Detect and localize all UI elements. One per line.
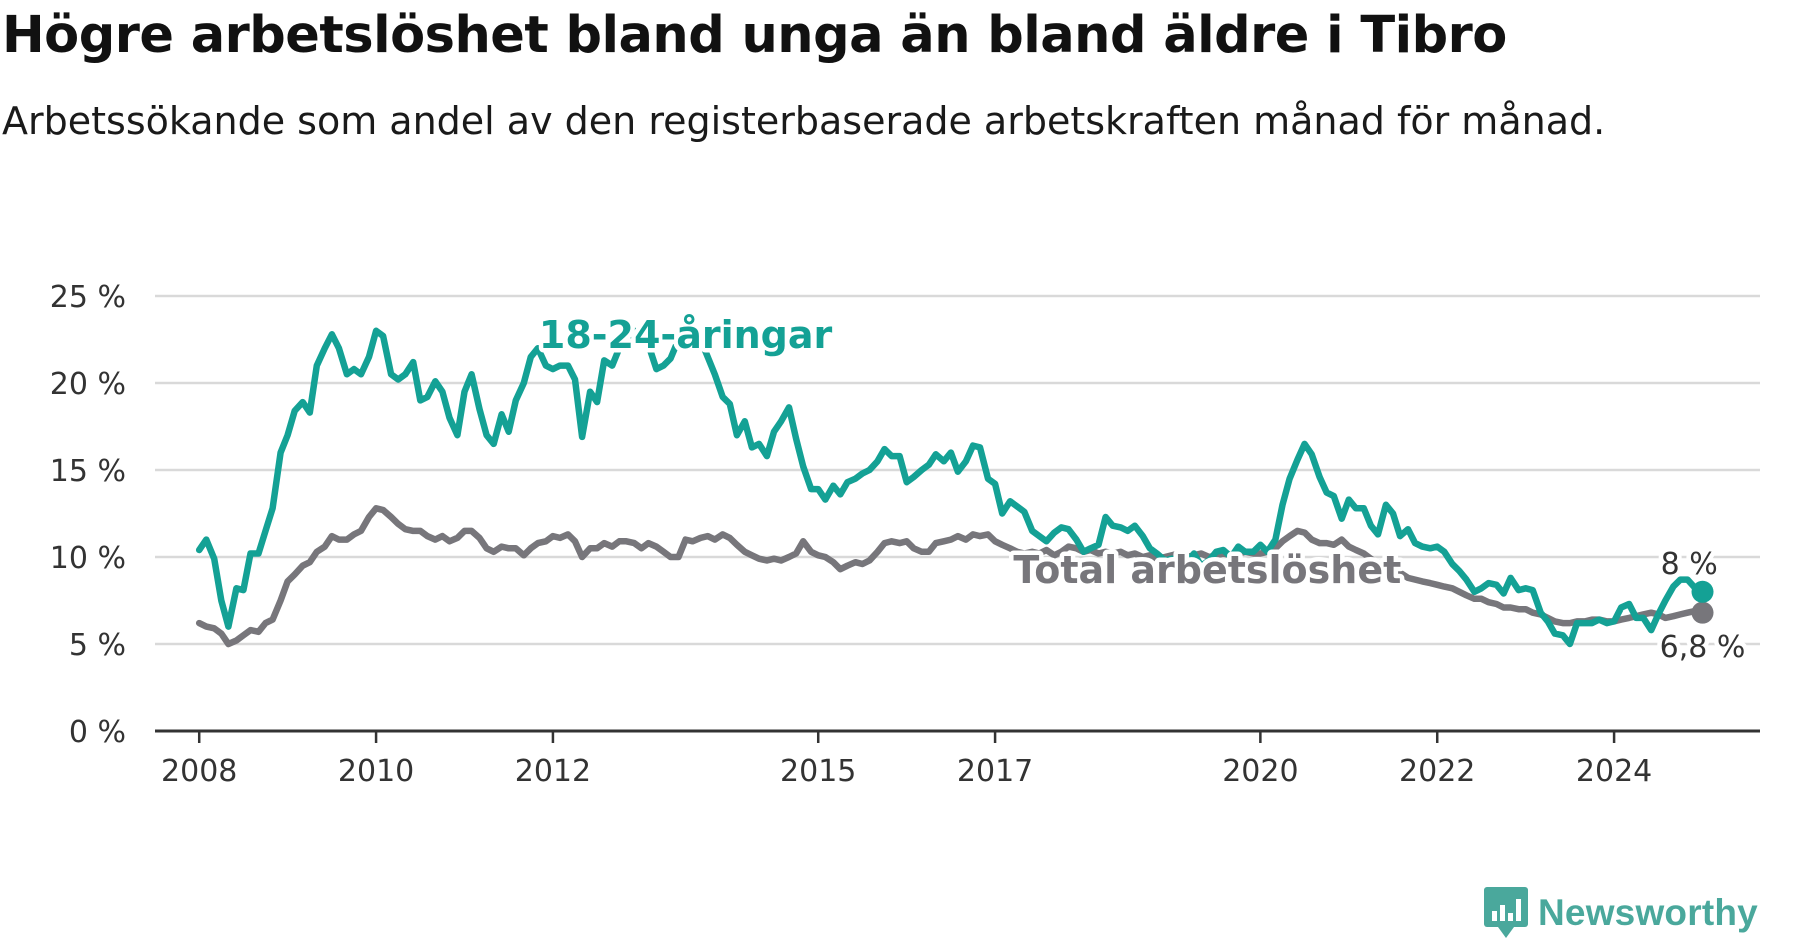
y-tick-label: 20 % — [50, 367, 126, 402]
series-labels: 18-24-åringar Total arbetslöshet 8 % 6,8 % — [534, 309, 1750, 670]
series-label-total: Total arbetslöshet — [1013, 548, 1401, 592]
series-line-total — [195, 505, 1706, 648]
end-label-youth: 8 % — [1661, 547, 1718, 582]
end-point-youth — [1691, 580, 1714, 603]
x-tick-label: 2015 — [780, 754, 856, 789]
brand-name: Newsworthy — [1538, 892, 1758, 933]
brand-logo: Newsworthy — [1482, 885, 1758, 941]
page-subtitle: Arbetssökande som andel av den registerb… — [2, 99, 1606, 143]
series-label-youth: 18-24-åringar — [539, 313, 833, 357]
end-label-total: 6,8 % — [1660, 630, 1746, 665]
series-line-youth — [195, 318, 1706, 648]
axes: 0 % 5 % 10 % 15 % 20 % 25 % 2008 2010 2012 2015 20… — [50, 280, 1760, 789]
x-tick-label: 2020 — [1222, 754, 1298, 789]
page-title: Högre arbetslöshet bland unga än bland ä… — [2, 6, 1507, 65]
newsworthy-logo-icon — [1484, 887, 1528, 938]
x-tick-label: 2008 — [161, 754, 237, 789]
x-tick-label: 2012 — [515, 754, 591, 789]
x-tick-label: 2017 — [957, 754, 1033, 789]
y-tick-label: 15 % — [50, 454, 126, 489]
x-tick-label: 2010 — [338, 754, 414, 789]
y-tick-label: 25 % — [50, 280, 126, 315]
x-tick-label: 2022 — [1399, 754, 1475, 789]
x-tick-label: 2024 — [1576, 754, 1652, 789]
y-tick-label: 0 % — [69, 715, 126, 750]
line-chart: 0 % 5 % 10 % 15 % 20 % 25 % 2008 2010 2012 2015 20… — [50, 280, 1760, 789]
series-lines — [195, 318, 1714, 648]
y-tick-label: 10 % — [50, 541, 126, 576]
y-tick-label: 5 % — [69, 628, 126, 663]
end-point-total — [1691, 601, 1714, 624]
